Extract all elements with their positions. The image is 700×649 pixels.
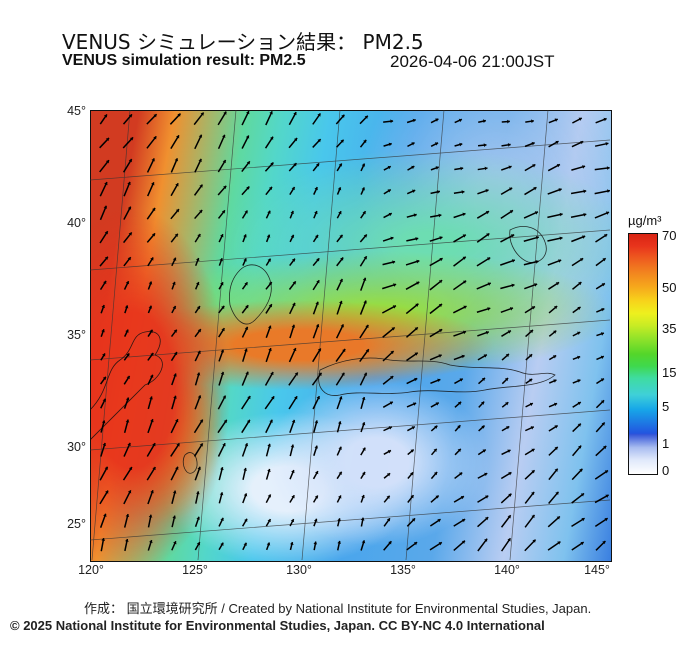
cb-tick-35: 35	[662, 321, 676, 336]
colorbar-unit-label: µg/m³	[628, 213, 662, 228]
footer-english: © 2025 National Institute for Environmen…	[10, 618, 545, 633]
y-tick-35: 35°	[60, 328, 86, 342]
cb-tick-70: 70	[662, 228, 676, 243]
title-english: VENUS simulation result: PM2.5	[62, 52, 306, 70]
venus-pm25-map: VENUS シミュレーション結果： PM2.5 VENUS simulation…	[0, 0, 700, 649]
cb-tick-1: 1	[662, 436, 669, 451]
x-tick-135: 135°	[388, 563, 418, 577]
date-label: 2026-04-06 21:00JST	[390, 52, 554, 72]
pm25-heatmap[interactable]	[90, 110, 612, 562]
cb-tick-0: 0	[662, 463, 669, 478]
y-tick-25: 25°	[60, 517, 86, 531]
y-tick-45: 45°	[60, 104, 86, 118]
x-tick-125: 125°	[180, 563, 210, 577]
cb-tick-5: 5	[662, 399, 669, 414]
cb-tick-15: 15	[662, 365, 676, 380]
footer-japanese: 作成： 国立環境研究所 / Created by National Instit…	[84, 598, 591, 617]
y-tick-30: 30°	[60, 440, 86, 454]
title-japanese: VENUS シミュレーション結果： PM2.5	[62, 26, 424, 55]
x-tick-120: 120°	[76, 563, 106, 577]
x-tick-145: 145°	[582, 563, 612, 577]
x-tick-130: 130°	[284, 563, 314, 577]
y-tick-40: 40°	[60, 216, 86, 230]
x-tick-140: 140°	[492, 563, 522, 577]
colorbar-gradient[interactable]	[628, 233, 658, 475]
cb-tick-50: 50	[662, 280, 676, 295]
